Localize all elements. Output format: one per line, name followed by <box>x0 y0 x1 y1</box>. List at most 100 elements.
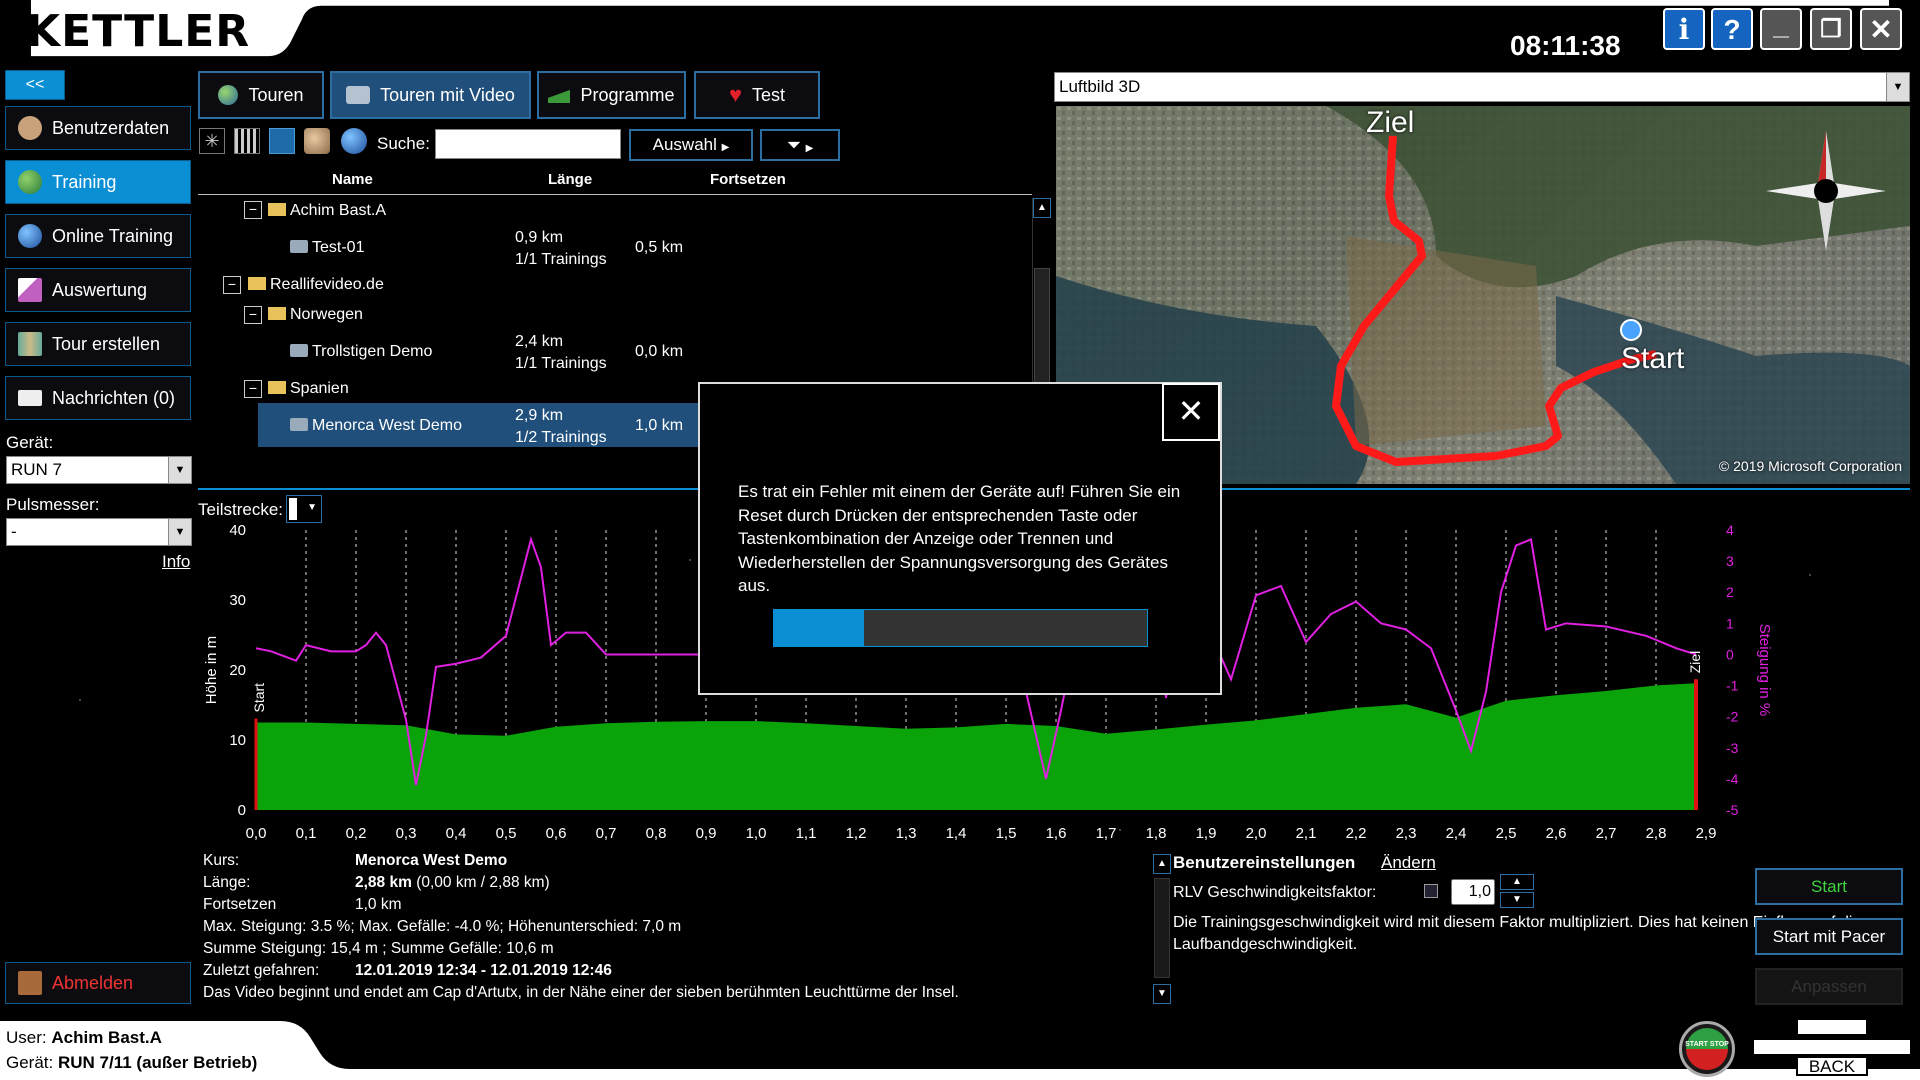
scroll-up-icon[interactable]: ▲ <box>1033 198 1051 218</box>
settings-change-link[interactable]: Ändern <box>1381 853 1436 872</box>
x-tick-label: 2,8 <box>1646 825 1667 842</box>
start-stop-button[interactable]: START STOP <box>1679 1021 1735 1077</box>
list-view-icon[interactable] <box>269 128 295 154</box>
map-view-select[interactable]: Luftbild 3D ▼ <box>1054 72 1910 102</box>
tab-label: Touren <box>248 84 304 105</box>
x-tick-label: 0,6 <box>546 825 567 842</box>
x-tick-label: 0,5 <box>496 825 517 842</box>
filter-dropdown[interactable]: ⏷ ▶ <box>760 129 840 161</box>
dialog-close-button[interactable]: ✕ <box>1162 383 1220 441</box>
collapse-toggle[interactable]: − <box>244 380 262 398</box>
start-button[interactable]: Start <box>1755 868 1903 905</box>
x-tick-label: 2,4 <box>1446 825 1467 842</box>
logout-label: Abmelden <box>52 972 134 993</box>
table-row[interactable]: Trollstigen Demo <box>290 343 432 361</box>
length-bold: 2,88 km <box>355 874 412 891</box>
length-rest: (0,00 km / 2,88 km) <box>416 874 550 891</box>
sidebar-collapse-button[interactable]: << <box>5 70 65 100</box>
progress-fill <box>774 610 864 646</box>
progress-bar <box>773 609 1148 647</box>
collapse-all-icon[interactable]: ✳ <box>199 128 225 154</box>
adjust-button[interactable]: Anpassen <box>1755 968 1903 1005</box>
column-header-name[interactable]: Name <box>332 171 373 188</box>
tab-test[interactable]: ♥ Test <box>694 71 820 119</box>
settings-scrollbar[interactable]: ▲ ▼ <box>1153 854 1171 1008</box>
y2-tick-label: 0 <box>1726 646 1734 662</box>
column-header-resume[interactable]: Fortsetzen <box>710 171 786 188</box>
row-length: 0,9 km <box>515 229 564 246</box>
start-pacer-button[interactable]: Start mit Pacer <box>1755 918 1903 955</box>
x-tick-label: 2,9 <box>1696 825 1717 842</box>
tab-programme[interactable]: Programme <box>537 71 686 119</box>
device-select[interactable]: RUN 7 ▼ <box>6 456 192 484</box>
sidebar-item-nachrichten[interactable]: Nachrichten (0) <box>5 376 191 420</box>
sidebar-item-auswertung[interactable]: Auswertung <box>5 268 191 312</box>
sidebar-item-label: Tour erstellen <box>52 333 161 354</box>
search-input[interactable] <box>435 129 621 159</box>
map-label-goal: Ziel <box>1366 106 1415 139</box>
back-label: BACK <box>1796 1056 1868 1076</box>
rlv-checkbox[interactable] <box>1424 884 1438 898</box>
collapse-toggle[interactable]: − <box>244 306 262 324</box>
table-row-selected[interactable]: Menorca West Demo <box>290 417 462 435</box>
globe-icon <box>218 85 239 105</box>
column-header-length[interactable]: Länge <box>548 171 593 188</box>
info-pin-icon[interactable] <box>1620 319 1642 341</box>
y-tick-label: 10 <box>229 732 246 749</box>
start-half-icon <box>1686 1028 1728 1049</box>
sidebar-item-training[interactable]: Training <box>5 160 191 204</box>
pulse-select[interactable]: - ▼ <box>6 518 192 546</box>
scroll-thumb[interactable] <box>1154 878 1170 978</box>
table-row[interactable]: Achim Bast.A <box>268 202 386 220</box>
course-value: Menorca West Demo <box>355 852 508 869</box>
sidebar-item-tour-erstellen[interactable]: Tour erstellen <box>5 322 191 366</box>
scroll-up-icon[interactable]: ▲ <box>1153 854 1171 874</box>
search-label: Suche: <box>377 134 430 153</box>
sidebar-item-benutzerdaten[interactable]: Benutzerdaten <box>5 106 191 150</box>
tab-touren[interactable]: Touren <box>198 71 324 119</box>
collapse-toggle[interactable]: − <box>223 276 241 294</box>
logout-button[interactable]: Abmelden <box>5 962 191 1004</box>
exit-door-icon <box>18 971 42 995</box>
close-window-button[interactable]: ✕ <box>1860 8 1902 50</box>
section-select[interactable]: ▼ <box>286 495 322 523</box>
minimize-button[interactable]: _ <box>1760 8 1802 50</box>
info-link[interactable]: Info <box>162 552 191 571</box>
table-row[interactable]: Norwegen <box>268 306 363 324</box>
help-button[interactable]: ? <box>1711 8 1753 50</box>
back-button[interactable]: BACK <box>1752 1018 1912 1076</box>
x-tick-label: 1,7 <box>1096 825 1117 842</box>
compass-icon <box>1766 131 1886 251</box>
scroll-down-icon[interactable]: ▼ <box>1153 984 1171 1004</box>
rlv-stepper-up[interactable]: ▲ <box>1500 874 1534 890</box>
collapse-toggle[interactable]: − <box>244 201 262 219</box>
grid-view-icon[interactable] <box>234 128 260 154</box>
tab-touren-mit-video[interactable]: Touren mit Video <box>330 71 531 119</box>
table-scrollbar[interactable]: ▲ <box>1032 198 1051 488</box>
users-icon[interactable] <box>304 128 330 154</box>
table-row[interactable]: Reallifevideo.de <box>248 276 384 294</box>
y2-tick-label: 1 <box>1726 615 1734 631</box>
table-row[interactable]: Test-01 <box>290 239 364 257</box>
section-label: Teilstrecke: <box>198 500 284 519</box>
device-select-value: RUN 7 <box>11 460 63 479</box>
rlv-factor-input[interactable] <box>1451 879 1495 905</box>
last-ridden-value: 12.01.2019 12:34 - 12.01.2019 12:46 <box>355 962 612 979</box>
close-icon: ✕ <box>1177 393 1205 429</box>
chevron-right-icon: ▶ <box>721 142 730 153</box>
selected-row-highlight[interactable] <box>258 403 700 447</box>
auswahl-dropdown[interactable]: Auswahl ▶ <box>629 129 753 161</box>
x-tick-label: 1,1 <box>796 825 817 842</box>
rlv-stepper-down[interactable]: ▼ <box>1500 892 1534 908</box>
table-row[interactable]: Spanien <box>268 380 349 398</box>
y2-tick-label: -5 <box>1726 802 1739 818</box>
globe-filter-icon[interactable] <box>341 128 367 154</box>
auswahl-label: Auswahl <box>652 135 717 154</box>
x-tick-label: 0,0 <box>246 825 267 842</box>
restore-button[interactable]: ❐ <box>1810 8 1852 50</box>
y2-tick-label: 4 <box>1726 522 1734 538</box>
x-tick-label: 1,9 <box>1196 825 1217 842</box>
video-camera-icon <box>290 344 308 357</box>
sidebar-item-online-training[interactable]: Online Training <box>5 214 191 258</box>
info-button[interactable]: i <box>1663 8 1705 50</box>
